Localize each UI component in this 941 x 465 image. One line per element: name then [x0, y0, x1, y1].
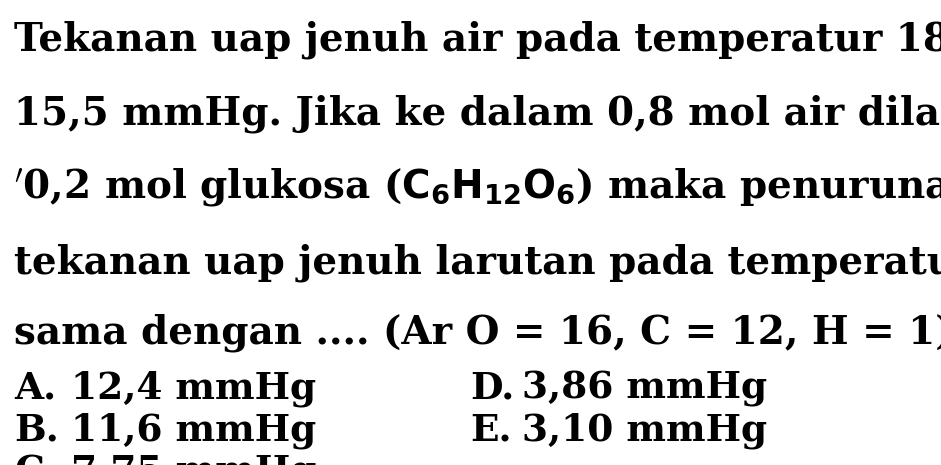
Text: C.: C.: [14, 453, 56, 465]
Text: B.: B.: [14, 412, 59, 449]
Text: A.: A.: [14, 370, 56, 407]
Text: 11,6 mmHg: 11,6 mmHg: [71, 412, 316, 449]
Text: 7,75 mmHg: 7,75 mmHg: [71, 453, 316, 465]
Text: 12,4 mmHg: 12,4 mmHg: [71, 370, 315, 407]
Text: E.: E.: [470, 412, 512, 449]
Text: 3,86 mmHg: 3,86 mmHg: [522, 370, 767, 407]
Text: D.: D.: [470, 370, 515, 407]
Text: sama dengan .... (Ar O = 16, C = 12, H = 1): sama dengan .... (Ar O = 16, C = 12, H =…: [14, 313, 941, 352]
Text: tekanan uap jenuh larutan pada temperatur itu: tekanan uap jenuh larutan pada temperatu…: [14, 244, 941, 282]
Text: Tekanan uap jenuh air pada temperatur 18 °C adalah: Tekanan uap jenuh air pada temperatur 18…: [14, 20, 941, 59]
Text: 15,5 mmHg. Jika ke dalam 0,8 mol air dilarutkan: 15,5 mmHg. Jika ke dalam 0,8 mol air dil…: [14, 95, 941, 133]
Text: $\mathbf{'}$0,2 mol glukosa ($\mathbf{C_6H_{12}O_6}$) maka penurunan: $\mathbf{'}$0,2 mol glukosa ($\mathbf{C_…: [14, 167, 941, 209]
Text: 3,10 mmHg: 3,10 mmHg: [522, 412, 767, 449]
